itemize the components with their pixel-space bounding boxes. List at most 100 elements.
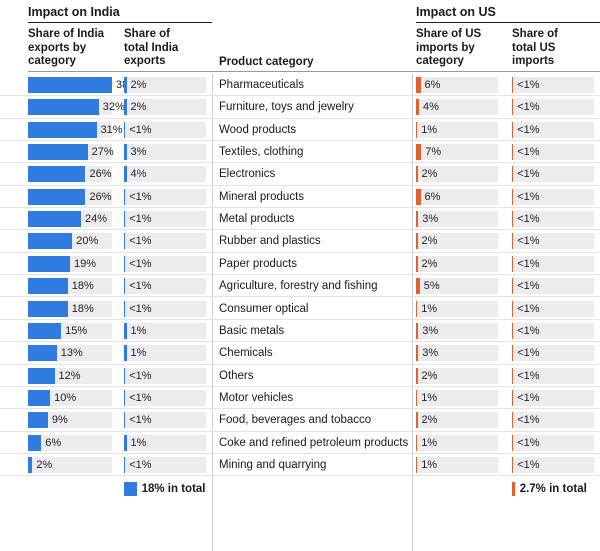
us-total-label: 2.7% in total: [519, 483, 587, 495]
row-divider: [0, 430, 600, 432]
india-share-cell: 24%: [28, 211, 112, 228]
india-total-share-bar: [124, 233, 126, 250]
india-total-share-value: <1%: [129, 235, 152, 248]
header-india-total-line: exports: [124, 55, 166, 67]
us-share-bar: [416, 233, 418, 250]
us-share-value: 2%: [421, 168, 438, 181]
row-divider: [0, 251, 600, 253]
us-total-share-value: <1%: [517, 302, 540, 315]
india-total-share-cell: 1%: [124, 434, 206, 451]
india-share-value: 18%: [71, 302, 94, 315]
table-row: 38%2% Pharmaceuticals 6% <1%: [0, 74, 600, 97]
us-total-share-value: <1%: [517, 213, 540, 226]
us-share-bar: [416, 412, 418, 429]
india-share-bar: [28, 121, 97, 138]
row-divider: [0, 274, 600, 276]
header-us-share-line: category: [416, 55, 464, 67]
us-share-value: 1%: [421, 458, 438, 471]
product-category: Pharmaceuticals: [219, 79, 305, 91]
us-section-rule: [416, 22, 600, 23]
india-share-cell: 2%: [28, 456, 112, 473]
product-category: Furniture, toys and jewelry: [219, 101, 354, 114]
us-total-share-cell: <1%: [512, 166, 594, 183]
india-total-share-cell: <1%: [124, 233, 206, 250]
us-total-share-bar: [512, 144, 514, 161]
india-total-share-cell: 2%: [124, 99, 206, 116]
india-share-cell: 6%: [28, 434, 112, 451]
table-row: 19% <1% Paper products 2% <1%: [0, 253, 600, 276]
us-total: 2.7% in total: [512, 482, 587, 496]
row-divider: [0, 296, 600, 298]
us-total-share-value: <1%: [517, 235, 540, 248]
us-total-share-bar: [512, 77, 514, 93]
us-total-share-bar: [512, 389, 514, 406]
us-share-value: 1%: [421, 302, 438, 315]
india-share-bar: [28, 322, 62, 339]
product-category: Motor vehicles: [219, 391, 294, 404]
india-total-share-cell: 1%: [124, 322, 206, 339]
india-share-value: 27%: [91, 146, 114, 159]
india-share-bar: [28, 278, 68, 295]
india-share-bar: [28, 233, 73, 250]
us-total-share-cell: <1%: [512, 389, 594, 406]
us-share-cell: 2%: [416, 233, 498, 250]
us-total-share-value: <1%: [517, 324, 540, 337]
india-share-value: 26%: [89, 168, 112, 181]
india-share-bar: [28, 300, 68, 317]
us-total-share-value: <1%: [517, 123, 540, 136]
header-india-total-line: total India: [124, 41, 179, 54]
india-total-share-value: <1%: [129, 257, 152, 270]
us-total-share-cell: <1%: [512, 144, 594, 161]
table-row: 32% 2% Furniture, toys and jewelry 4% <1%: [0, 96, 600, 119]
us-total-swatch: [512, 482, 515, 496]
us-total-share-value: <1%: [517, 101, 540, 114]
row-divider: [0, 408, 600, 410]
india-total-share-cell: <1%: [124, 367, 206, 384]
us-share-bar: [416, 77, 421, 93]
us-total-share-cell: <1%: [512, 367, 594, 384]
india-total-share-value: <1%: [129, 302, 152, 315]
india-total-label: 18% in total: [141, 483, 206, 495]
row-divider: [0, 363, 600, 365]
india-total-share-bar: [124, 255, 126, 272]
us-total-share-value: <1%: [517, 414, 540, 427]
india-total-share-value: 2%: [130, 101, 147, 114]
product-category: Paper products: [219, 257, 297, 270]
us-total-share-bar: [512, 233, 514, 250]
india-share-value: 12%: [58, 369, 81, 382]
india-share-cell: 26%: [28, 166, 112, 183]
product-category: Chemicals: [219, 347, 273, 360]
us-share-bar: [416, 456, 418, 473]
india-share-bar: [28, 211, 82, 228]
us-share-bar: [416, 99, 419, 116]
india-total-swatch: [124, 482, 137, 496]
us-total-share-cell: <1%: [512, 434, 594, 451]
india-total-share-value: 1%: [130, 347, 147, 360]
india-share-bar: [28, 99, 99, 116]
product-category: Wood products: [219, 123, 297, 136]
india-total-share-cell: 1%: [124, 345, 206, 362]
india-share-cell: 20%: [28, 233, 112, 250]
india-share-value: 32%: [102, 101, 125, 114]
us-share-value: 6%: [424, 79, 441, 91]
us-share-value: 2%: [421, 257, 438, 270]
india-total-share-bar: [124, 166, 127, 183]
india-total-share-cell: 2%: [124, 77, 206, 93]
india-total-share-bar: [124, 345, 127, 362]
india-share-cell: 31%: [28, 121, 123, 138]
india-total-share-bar: [124, 300, 126, 317]
india-share-value: 2%: [36, 458, 53, 471]
row-divider: [0, 117, 600, 119]
us-total-share-value: <1%: [517, 280, 540, 293]
us-share-value: 3%: [422, 347, 439, 360]
table-row: 9% <1% Food, beverages and tobacco 2% <1%: [0, 409, 600, 432]
us-share-cell: 4%: [416, 99, 498, 116]
india-total-share-value: 4%: [130, 168, 147, 181]
india-share-value: 10%: [54, 391, 77, 404]
table-row: 12% <1% Others 2% <1%: [0, 365, 600, 387]
product-category: Metal products: [219, 213, 295, 226]
us-share-bar: [416, 322, 419, 339]
india-total-share-bar: [124, 99, 127, 116]
product-category: Consumer optical: [219, 302, 309, 315]
us-share-cell: 1%: [416, 434, 498, 451]
